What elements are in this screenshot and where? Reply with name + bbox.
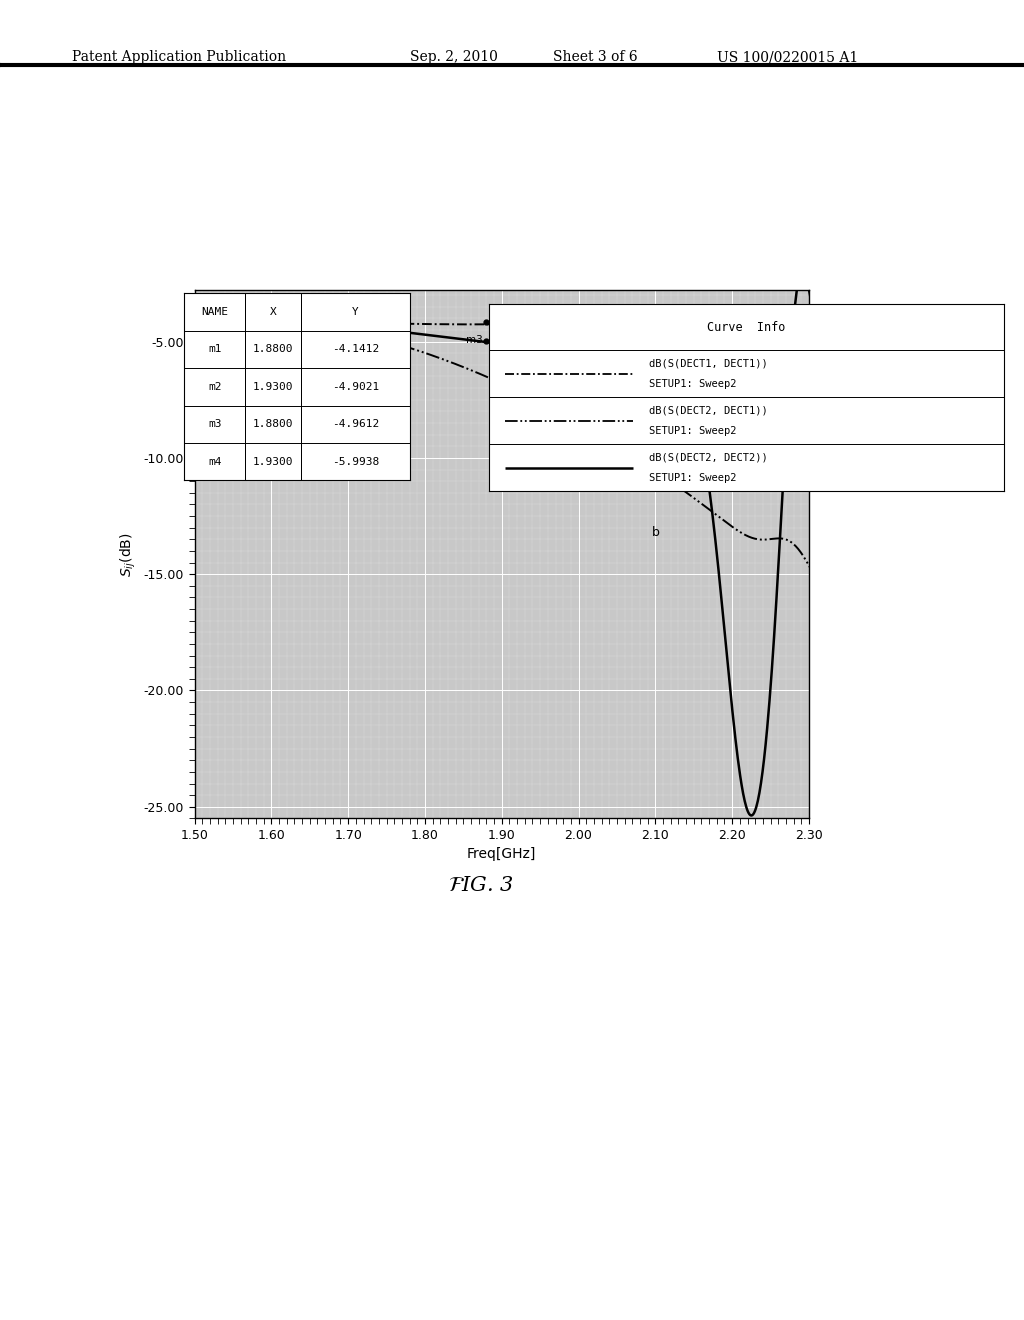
- Text: m2: m2: [208, 381, 221, 392]
- a: [226, 306, 239, 322]
- c: [583, 310, 595, 326]
- b: [807, 304, 819, 319]
- b: [563, 345, 575, 360]
- Y-axis label: $S_{ij}$(dB): $S_{ij}$(dB): [119, 532, 138, 577]
- a: [721, 515, 733, 531]
- b: [721, 648, 733, 664]
- X-axis label: Freq[GHz]: Freq[GHz]: [467, 847, 537, 862]
- Text: b: b: [651, 525, 659, 539]
- c: [548, 314, 560, 330]
- b: [188, 298, 201, 314]
- Text: dB(S(DECT2, DECT1)): dB(S(DECT2, DECT1)): [649, 405, 768, 416]
- b: [226, 304, 239, 319]
- Text: 1.8800: 1.8800: [253, 420, 294, 429]
- Text: US 100/0220015 A1: US 100/0220015 A1: [717, 50, 858, 65]
- b: [548, 342, 560, 358]
- a: [807, 565, 819, 581]
- Text: -4.1412: -4.1412: [332, 345, 379, 354]
- Text: Sheet 3 of 6: Sheet 3 of 6: [553, 50, 638, 65]
- Text: a: a: [743, 455, 752, 469]
- c: [188, 313, 201, 329]
- c: [779, 298, 792, 314]
- Text: c: c: [743, 317, 751, 330]
- a: [583, 421, 595, 437]
- Text: -4.9021: -4.9021: [332, 381, 379, 392]
- Line: c: c: [195, 306, 813, 325]
- Text: Sep. 2, 2010: Sep. 2, 2010: [410, 50, 498, 65]
- a: [563, 411, 575, 426]
- Text: $\mathcal{F}$IG. 3: $\mathcal{F}$IG. 3: [449, 876, 514, 895]
- Text: Patent Application Publication: Patent Application Publication: [72, 50, 286, 65]
- Text: m3: m3: [466, 335, 482, 345]
- Text: 1.9300: 1.9300: [253, 381, 294, 392]
- Text: SETUP1: Sweep2: SETUP1: Sweep2: [649, 473, 736, 483]
- b: [797, 264, 809, 280]
- a: [657, 469, 670, 484]
- Text: SETUP1: Sweep2: SETUP1: Sweep2: [649, 379, 736, 389]
- Text: SETUP1: Sweep2: SETUP1: Sweep2: [649, 426, 736, 436]
- Text: dB(S(DECT2, DECT2)): dB(S(DECT2, DECT2)): [649, 453, 768, 462]
- Text: -4.9612: -4.9612: [332, 420, 379, 429]
- Text: 1.8800: 1.8800: [253, 345, 294, 354]
- Text: m3: m3: [208, 420, 221, 429]
- Text: m1: m1: [208, 345, 221, 354]
- c: [226, 313, 239, 329]
- b: [583, 346, 595, 362]
- c: [564, 313, 577, 329]
- Text: dB(S(DECT1, DECT1)): dB(S(DECT1, DECT1)): [649, 359, 768, 368]
- Text: m4: m4: [509, 371, 526, 380]
- a: [548, 401, 560, 417]
- Text: m2: m2: [528, 326, 546, 335]
- Text: X: X: [270, 306, 276, 317]
- Text: Curve  Info: Curve Info: [708, 321, 785, 334]
- Text: NAME: NAME: [202, 306, 228, 317]
- b: [745, 808, 758, 824]
- Line: b: b: [195, 272, 813, 816]
- Text: Y: Y: [352, 306, 358, 317]
- Line: a: a: [195, 314, 813, 573]
- b: [657, 358, 670, 374]
- c: [658, 302, 671, 318]
- c: [466, 317, 478, 333]
- a: [188, 306, 201, 322]
- Text: -5.9938: -5.9938: [332, 457, 379, 467]
- Text: m4: m4: [208, 457, 221, 467]
- Text: 1.9300: 1.9300: [253, 457, 294, 467]
- c: [807, 305, 819, 321]
- Text: m1: m1: [490, 308, 507, 317]
- c: [722, 304, 734, 319]
